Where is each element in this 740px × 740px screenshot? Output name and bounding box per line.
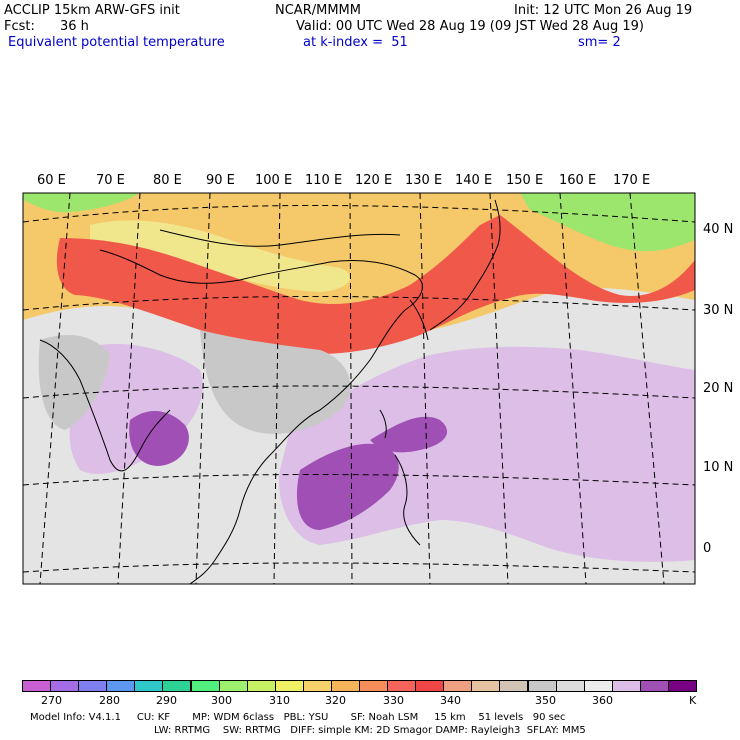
colorbar-label-310: 310 [269, 694, 290, 707]
coastline-japan [429, 199, 501, 331]
colorbar-swatch [611, 680, 641, 692]
lat-label-20n: 20 N [703, 381, 734, 396]
coastline-taiwan [379, 409, 387, 439]
meridian-120e [349, 193, 353, 584]
level-label: at k-index = 51 [303, 35, 408, 50]
meridian-90e [117, 193, 141, 584]
colorbar-swatch [274, 680, 304, 692]
colorbar-swatch [218, 680, 248, 692]
warm-band-light-yellow [90, 220, 351, 292]
lon-label-60e: 60 E [37, 173, 66, 188]
init-time: Init: 12 UTC Mon 26 Aug 19 [514, 3, 693, 18]
colorbar-swatch [667, 680, 697, 692]
lon-label-90e: 90 E [206, 173, 235, 188]
model-title: ACCLIP 15km ARW-GFS init [4, 3, 180, 18]
colorbar-swatch [50, 680, 80, 692]
colorbar-swatch [246, 680, 276, 692]
meridian-150e [559, 193, 587, 584]
dry-grey-india [38, 335, 110, 430]
colorbar-swatch [387, 680, 417, 692]
colorbar-swatch [639, 680, 669, 692]
warm-band-red [56, 215, 695, 355]
org-label: NCAR/MMMM [275, 3, 361, 18]
lon-label-130e: 130 E [405, 173, 443, 188]
lon-label-80e: 80 E [153, 173, 182, 188]
meridian-100e [195, 193, 211, 584]
colorbar-label-360: 360 [592, 694, 613, 707]
lat-label-40n: 40 N [703, 222, 734, 237]
moist-purple-3 [129, 410, 189, 466]
lon-label-110e: 110 E [305, 173, 343, 188]
colorbar-swatch [22, 680, 52, 692]
colorbar-swatch [162, 680, 192, 692]
colorbar-swatch [415, 680, 445, 692]
model-info-line-2: LW: RRTMG SW: RRTMG DIFF: simple KM: 2D … [154, 725, 586, 736]
colorbar-swatch [134, 680, 164, 692]
colorbar-swatch [527, 680, 557, 692]
colorbar-swatch [190, 680, 220, 692]
colorbar-label-340: 340 [440, 694, 461, 707]
moist-light-purple-2 [279, 346, 695, 562]
cold-north-green [520, 193, 695, 252]
lon-label-150e: 150 E [506, 173, 544, 188]
meridian-130e [419, 193, 431, 584]
parallel-30n [23, 296, 695, 311]
parallel-40n [23, 205, 695, 223]
colorbar-label-350: 350 [535, 694, 556, 707]
lat-label-10n: 10 N [703, 460, 734, 475]
colorbar-unit: K [689, 694, 697, 707]
colorbar-label-290: 290 [156, 694, 177, 707]
colorbar-swatch [302, 680, 332, 692]
colorbar-swatch [78, 680, 108, 692]
colorbar-swatch [330, 680, 360, 692]
colorbar-swatch [471, 680, 501, 692]
lon-label-140e: 140 E [455, 173, 493, 188]
forecast-label: Fcst: [4, 19, 35, 34]
map-frame [22, 192, 696, 585]
colorbar-label-280: 280 [99, 694, 120, 707]
meridian-160e [629, 193, 665, 584]
forecast-hours: 36 h [60, 19, 89, 34]
field-name: Equivalent potential temperature [8, 35, 225, 50]
lat-label-30n: 30 N [703, 303, 734, 318]
lon-label-120e: 120 E [355, 173, 393, 188]
meridian-80e [39, 193, 71, 584]
colorbar-swatch [359, 680, 389, 692]
moist-purple-2 [370, 416, 448, 453]
colorbar-swatch [443, 680, 473, 692]
lon-label-100e: 100 E [255, 173, 293, 188]
coastline-asia [99, 249, 423, 584]
model-info-line-1: Model Info: V4.1.1 CU: KF MP: WDM 6class… [30, 712, 566, 723]
border-mongolia [159, 229, 401, 247]
parallel-0 [23, 562, 695, 573]
colorbar-label-330: 330 [383, 694, 404, 707]
colorbar-label-300: 300 [211, 694, 232, 707]
colorbar-swatch [499, 680, 529, 692]
coastline-korea [409, 299, 429, 341]
coastline-philippines [394, 454, 421, 546]
dry-grey-region [200, 330, 351, 434]
lat-label-0: 0 [703, 541, 712, 556]
meridian-110e [273, 193, 281, 584]
colorbar-label-320: 320 [325, 694, 346, 707]
meridian-140e [489, 193, 509, 584]
lon-label-160e: 160 E [559, 173, 597, 188]
lon-label-70e: 70 E [96, 173, 125, 188]
colorbar-swatch [555, 680, 585, 692]
smoothing-label: sm= 2 [578, 35, 621, 50]
parallel-10n [23, 474, 695, 486]
lon-label-170e: 170 E [613, 173, 651, 188]
cold-north-green-2 [23, 193, 140, 213]
coastline-india [39, 339, 171, 472]
colorbar-swatch [583, 680, 613, 692]
parallel-20n [23, 385, 695, 399]
valid-time: Valid: 00 UTC Wed 28 Aug 19 (09 JST Wed … [296, 19, 644, 34]
colorbar-swatch [106, 680, 136, 692]
moist-purple [296, 443, 399, 530]
colorbar-label-270: 270 [41, 694, 62, 707]
